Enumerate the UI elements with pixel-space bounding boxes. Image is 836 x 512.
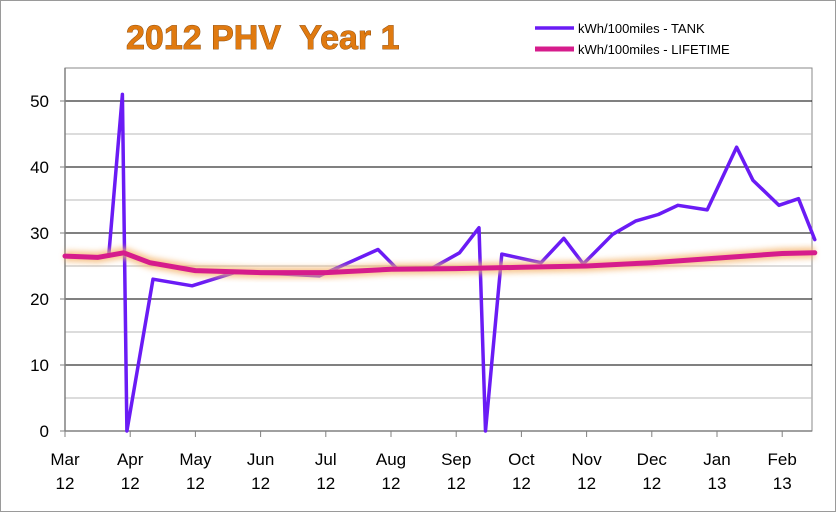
x-tick-label-year: 12	[186, 474, 205, 493]
plot-area: 0 10 20 30 40 50 Mar 12 Apr 12 May 12 Jun 12 Jul 12 Aug 1…	[30, 67, 818, 493]
series-line-lifetime	[62, 250, 818, 276]
x-tick-label-month: Jul	[315, 450, 337, 469]
y-tick-label: 30	[30, 224, 49, 243]
y-tick-label: 20	[30, 290, 49, 309]
x-tick-label-year: 12	[251, 474, 270, 493]
x-tick-label-month: Oct	[508, 450, 535, 469]
x-tick-label-year: 12	[577, 474, 596, 493]
x-tick-label-year: 12	[642, 474, 661, 493]
y-tick-label: 40	[30, 158, 49, 177]
x-tick-label-year: 12	[512, 474, 531, 493]
legend-lifetime-label: kWh/100miles - LIFETIME	[578, 42, 730, 57]
x-tick-label-month: Jun	[247, 450, 274, 469]
x-tick-label-month: Sep	[441, 450, 471, 469]
x-tick-label-year: 13	[708, 474, 727, 493]
y-tick-label: 50	[30, 92, 49, 111]
x-tick-label-year: 12	[316, 474, 335, 493]
plot-background	[64, 67, 813, 432]
chart-legend: kWh/100miles - TANK kWh/100miles - LIFETI…	[535, 21, 730, 57]
x-tick-label-year: 12	[121, 474, 140, 493]
x-tick-label-year: 12	[382, 474, 401, 493]
x-tick-label-year: 13	[773, 474, 792, 493]
legend-tank-label: kWh/100miles - TANK	[578, 21, 705, 36]
x-tick-label-month: Mar	[50, 450, 80, 469]
x-tick-label-month: May	[179, 450, 212, 469]
x-tick-label-year: 12	[447, 474, 466, 493]
x-tick-label-year: 12	[56, 474, 75, 493]
x-tick-label-month: Jan	[703, 450, 730, 469]
x-tick-label-month: Aug	[376, 450, 406, 469]
chart-title: 2012 PHV Year 1	[126, 19, 399, 57]
y-tick-label: 10	[30, 356, 49, 375]
x-tick-label-month: Feb	[768, 450, 797, 469]
y-tick-label: 0	[40, 422, 49, 441]
x-tick-label-month: Apr	[117, 450, 144, 469]
series-line-tank	[63, 92, 817, 433]
x-tick-label-month: Nov	[571, 450, 602, 469]
x-tick-label-month: Dec	[637, 450, 668, 469]
